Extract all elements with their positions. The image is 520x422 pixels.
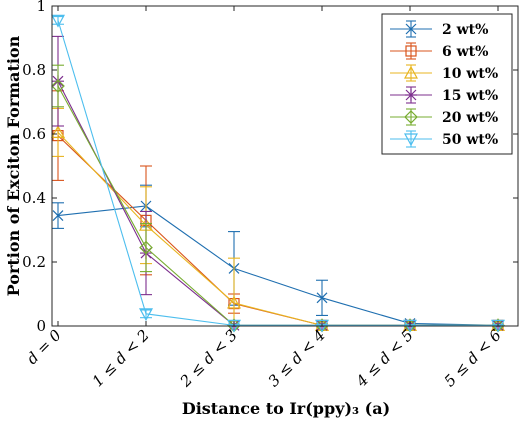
y-axis-label: Portion of Exciton Formation bbox=[4, 35, 23, 296]
y-tick-label: 0.2 bbox=[22, 253, 46, 271]
series-line bbox=[57, 20, 498, 326]
series-2-wtpct bbox=[52, 184, 504, 331]
data-point bbox=[404, 110, 418, 124]
data-point bbox=[51, 79, 65, 93]
series-line bbox=[57, 205, 499, 326]
legend-entry: 20 wt% bbox=[390, 108, 498, 126]
x-tick-label: 5 ≤ d < 6 bbox=[441, 326, 506, 391]
legend-label: 2 wt% bbox=[442, 22, 488, 38]
legend-label: 15 wt% bbox=[442, 88, 498, 104]
y-tick-label: 1 bbox=[36, 0, 46, 15]
legend-entry: 10 wt% bbox=[390, 64, 498, 82]
legend-entry: 50 wt% bbox=[390, 130, 498, 148]
x-tick-label: 4 ≤ d < 5 bbox=[352, 326, 417, 391]
data-point bbox=[52, 210, 64, 222]
data-point bbox=[403, 65, 419, 79]
x-axis-label: Distance to Ir(ppy)₃ (a) bbox=[182, 399, 390, 418]
legend-box bbox=[381, 13, 513, 155]
axes-frame bbox=[51, 5, 519, 327]
y-tick-label: 0.8 bbox=[22, 61, 46, 79]
legend-entry: 6 wt% bbox=[390, 42, 488, 60]
data-point bbox=[50, 125, 66, 138]
x-tick-label: 2 ≤ d < 3 bbox=[176, 326, 241, 391]
legend-entry: 15 wt% bbox=[390, 86, 498, 104]
data-point bbox=[403, 133, 419, 147]
legend-label: 10 wt% bbox=[442, 66, 498, 82]
legend-label: 20 wt% bbox=[442, 110, 498, 126]
data-point bbox=[226, 295, 242, 309]
legend: 2 wt% 6 wt% 10 wt% 15 wt% 20 wt% 50 wt% bbox=[381, 13, 513, 155]
series-line bbox=[57, 135, 498, 326]
x-tick-label: 1 ≤ d < 2 bbox=[89, 326, 153, 390]
y-tick-label: 0 bbox=[36, 317, 46, 335]
legend-label: 50 wt% bbox=[442, 132, 498, 148]
x-tick-label: 3 ≤ d < 4 bbox=[265, 326, 329, 390]
series-line bbox=[57, 132, 498, 326]
y-tick-label: 0.4 bbox=[22, 189, 46, 207]
data-point bbox=[316, 292, 328, 304]
data-point bbox=[405, 23, 417, 35]
legend-entry: 2 wt% bbox=[390, 20, 488, 38]
data-point bbox=[405, 45, 417, 57]
y-tick-label: 0.6 bbox=[22, 125, 46, 143]
data-point bbox=[405, 89, 417, 101]
plot-area bbox=[50, 14, 506, 333]
legend-label: 6 wt% bbox=[442, 44, 488, 60]
data-point bbox=[138, 308, 154, 322]
data-point bbox=[139, 240, 153, 255]
data-point bbox=[50, 14, 66, 28]
